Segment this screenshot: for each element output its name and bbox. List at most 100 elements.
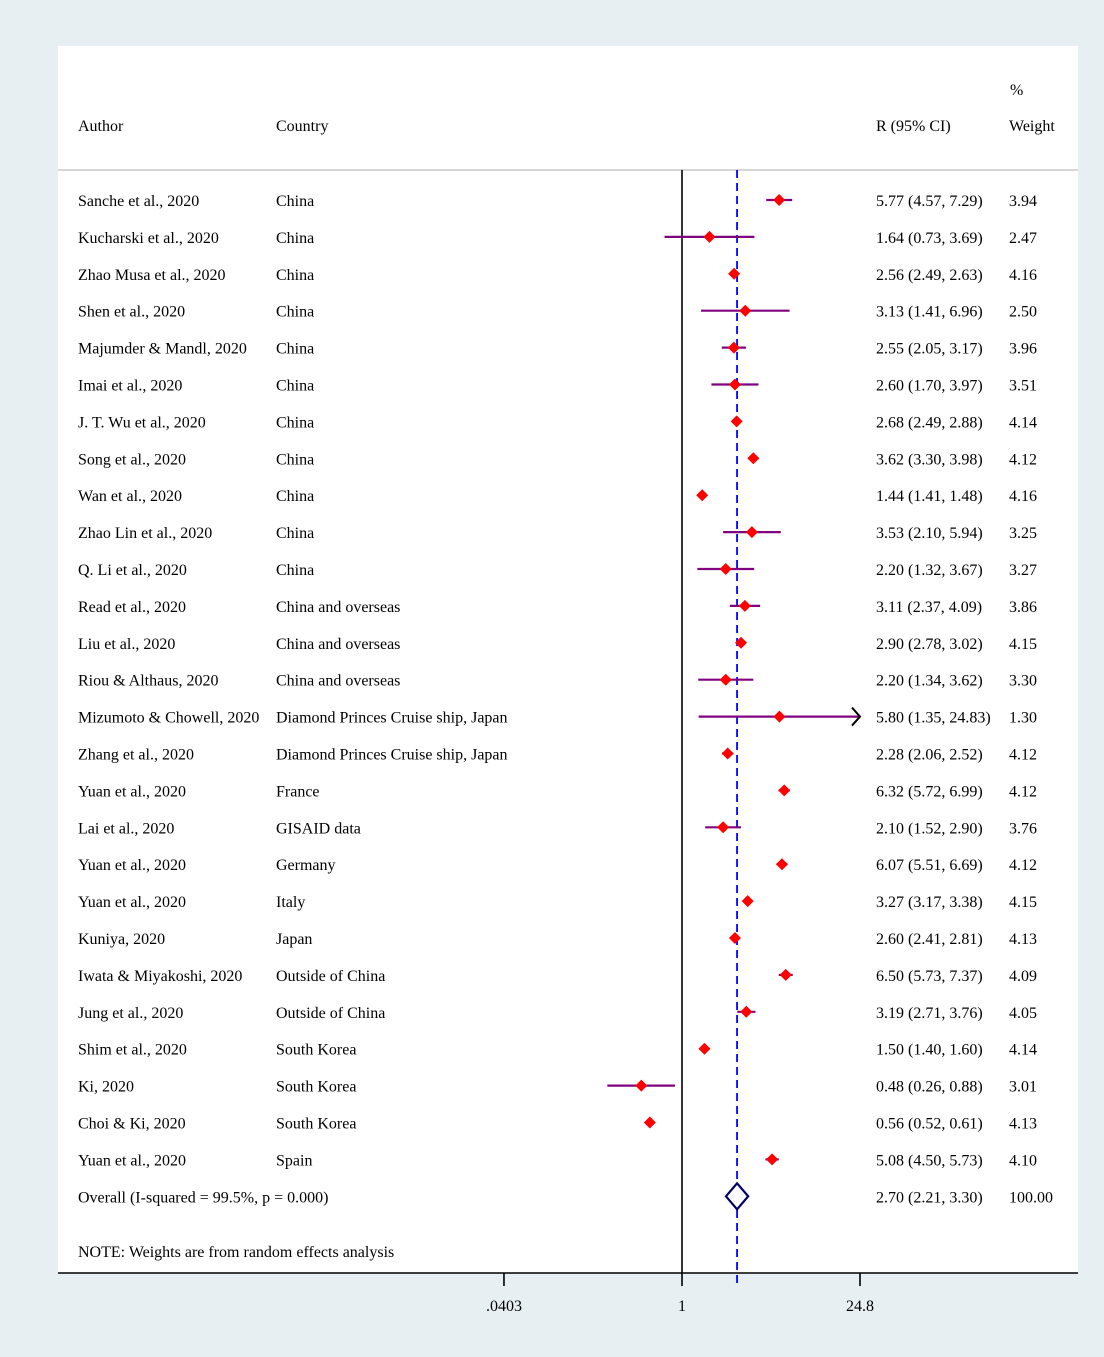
study-estimate: 6.32 (5.72, 6.99) [876,783,983,800]
study-author: Riou & Althaus, 2020 [78,673,218,690]
study-weight: 3.30 [1009,673,1037,690]
study-weight: 3.51 [1009,378,1037,395]
point-estimate [728,932,741,944]
point-estimate [635,1079,648,1092]
study-author: Ki, 2020 [78,1079,134,1096]
point-estimate [738,599,751,612]
plot-panel [58,46,1078,1273]
study-author: Yuan et al., 2020 [78,783,186,800]
ci-arrow [851,706,862,727]
header-country: Country [276,118,328,135]
study-weight: 4.14 [1009,414,1037,431]
study-estimate: 6.07 (5.51, 6.69) [876,857,983,874]
study-country: South Korea [276,1042,356,1059]
header-weight-pct: % [1010,82,1023,99]
overall-weight: 100.00 [1009,1189,1053,1206]
point-estimate [643,1116,656,1129]
study-author: Zhang et al., 2020 [78,747,194,764]
study-country: Diamond Princes Cruise ship, Japan [276,747,508,764]
study-weight: 4.16 [1009,488,1037,505]
study-estimate: 3.13 (1.41, 6.96) [876,304,983,321]
study-estimate: 5.77 (4.57, 7.29) [876,193,983,210]
point-estimate [735,636,748,649]
study-estimate: 1.50 (1.40, 1.60) [876,1042,983,1059]
study-author: Q. Li et al., 2020 [78,562,187,579]
study-author: Choi & Ki, 2020 [78,1116,186,1133]
study-author: Wan et al., 2020 [78,488,182,505]
header: Author Country R (95% CI) % Weight [78,82,1055,135]
study-author: Zhao Musa et al., 2020 [78,267,226,284]
study-author: Iwata & Miyakoshi, 2020 [78,968,242,985]
x-tick-label: 1 [678,1298,686,1315]
study-weight: 2.50 [1009,304,1037,321]
study-estimate: 2.60 (1.70, 3.97) [876,378,983,395]
study-author: Kucharski et al., 2020 [78,230,219,247]
study-author: Kuniya, 2020 [78,931,165,948]
point-estimate [717,821,730,834]
study-country: South Korea [276,1116,356,1133]
study-author: Read et al., 2020 [78,599,186,616]
point-estimate [719,563,732,575]
study-country: China [276,267,314,284]
point-estimate [721,747,734,760]
study-weight: 4.13 [1009,1116,1037,1133]
study-country: Diamond Princes Cruise ship, Japan [276,710,508,727]
study-country: China [276,562,314,579]
point-estimate [740,1005,753,1018]
study-estimate: 0.48 (0.26, 0.88) [876,1079,983,1096]
study-estimate: 5.08 (4.50, 5.73) [876,1152,983,1169]
study-author: Imai et al., 2020 [78,378,182,395]
study-country: China [276,378,314,395]
point-estimate [773,710,786,723]
study-weight: 4.12 [1009,857,1037,874]
header-weight: Weight [1009,118,1055,135]
study-estimate: 3.53 (2.10, 5.94) [876,525,983,542]
study-weight: 4.09 [1009,968,1037,985]
point-estimate [766,1153,779,1166]
study-estimate: 3.62 (3.30, 3.98) [876,451,983,468]
study-country: China [276,525,314,542]
study-estimate: 3.19 (2.71, 3.76) [876,1005,983,1022]
point-estimate [739,304,752,317]
point-estimate [745,526,758,539]
plot-marks [607,170,862,1283]
chart-frame: Author Country R (95% CI) % Weight Sanch… [8,8,1096,1349]
forest-plot: Author Country R (95% CI) % Weight Sanch… [58,46,1078,1315]
study-author: Yuan et al., 2020 [78,1152,186,1169]
study-author: J. T. Wu et al., 2020 [78,414,206,431]
study-weight: 3.86 [1009,599,1037,616]
study-country: China [276,341,314,358]
study-country: China [276,451,314,468]
study-country: France [276,783,320,800]
study-weight: 4.14 [1009,1042,1037,1059]
study-author: Song et al., 2020 [78,451,186,468]
study-author: Jung et al., 2020 [78,1005,183,1022]
study-country: China [276,230,314,247]
study-estimate: 1.44 (1.41, 1.48) [876,488,983,505]
study-country: China and overseas [276,636,400,653]
point-estimate [728,267,741,280]
study-country: Outside of China [276,1005,385,1022]
overall-diamond [724,1181,750,1211]
x-tick-label: .0403 [486,1298,522,1315]
study-estimate: 2.60 (2.41, 2.81) [876,931,983,948]
study-country: Japan [276,931,312,948]
study-estimate: 2.28 (2.06, 2.52) [876,747,983,764]
x-tick-label: 24.8 [846,1298,874,1315]
study-estimate: 2.20 (1.34, 3.62) [876,673,983,690]
point-estimate [779,968,792,981]
study-country: Spain [276,1152,312,1169]
point-estimate [747,452,760,465]
point-estimate [728,378,741,391]
study-weight: 3.25 [1009,525,1037,542]
study-weight: 4.12 [1009,747,1037,764]
study-country: China [276,304,314,321]
study-estimate: 2.10 (1.52, 2.90) [876,820,983,837]
study-country: Outside of China [276,968,385,985]
study-weight: 3.27 [1009,562,1037,579]
point-estimate [730,415,743,428]
study-author: Zhao Lin et al., 2020 [78,525,212,542]
study-country: China [276,488,314,505]
study-country: China and overseas [276,673,400,690]
study-author: Liu et al., 2020 [78,636,175,653]
